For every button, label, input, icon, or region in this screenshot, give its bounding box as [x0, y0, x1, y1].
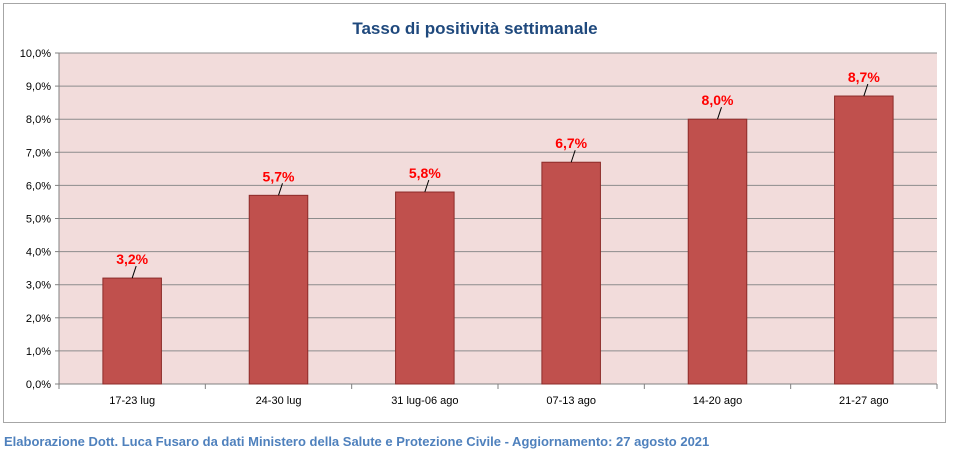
data-label: 3,2%	[116, 251, 148, 267]
bar	[395, 191, 455, 385]
data-label-leader	[863, 83, 869, 97]
x-tick-label: 17-23 lug	[109, 395, 155, 407]
y-tick-label: 10,0%	[20, 48, 51, 60]
y-tick-label: 6,0%	[26, 180, 51, 192]
data-label-leader	[131, 265, 137, 279]
data-label: 8,0%	[702, 92, 734, 108]
x-tick-label: 21-27 ago	[839, 395, 889, 407]
bar	[834, 95, 894, 385]
x-tick-label: 31 lug-06 ago	[391, 395, 458, 407]
bar	[541, 161, 601, 385]
data-label: 8,7%	[848, 69, 880, 85]
chart-title: Tasso di positività settimanale	[352, 19, 597, 38]
y-tick-label: 0,0%	[26, 379, 51, 391]
bar-chart: Tasso di positività settimanale 0,0% 1,0%…	[20, 19, 938, 407]
data-label-leader	[570, 150, 576, 163]
y-tick-label: 8,0%	[26, 114, 51, 126]
data-label-leader	[717, 107, 722, 120]
data-label-leader	[278, 183, 283, 196]
y-tick-label: 2,0%	[26, 313, 51, 325]
source-caption: Elaborazione Dott. Luca Fusaro da dati M…	[4, 434, 710, 449]
y-tick-label: 4,0%	[26, 247, 51, 259]
x-tick-label: 14-20 ago	[693, 395, 743, 407]
bar	[102, 277, 162, 385]
data-label: 5,8%	[409, 165, 441, 181]
y-tick-label: 3,0%	[26, 280, 51, 292]
chart-frame: Tasso di positività settimanale 0,0% 1,0%…	[3, 3, 946, 423]
data-label-leader	[424, 179, 430, 193]
x-tick-label: 24-30 lug	[256, 395, 302, 407]
data-label: 6,7%	[555, 135, 587, 151]
x-tick-label: 07-13 ago	[546, 395, 596, 407]
bar	[687, 118, 748, 385]
data-label: 5,7%	[263, 168, 295, 184]
bar	[248, 194, 309, 385]
y-tick-label: 7,0%	[26, 147, 51, 159]
y-tick-label: 5,0%	[26, 214, 51, 226]
y-tick-label: 9,0%	[26, 81, 51, 93]
y-tick-label: 1,0%	[26, 346, 51, 358]
